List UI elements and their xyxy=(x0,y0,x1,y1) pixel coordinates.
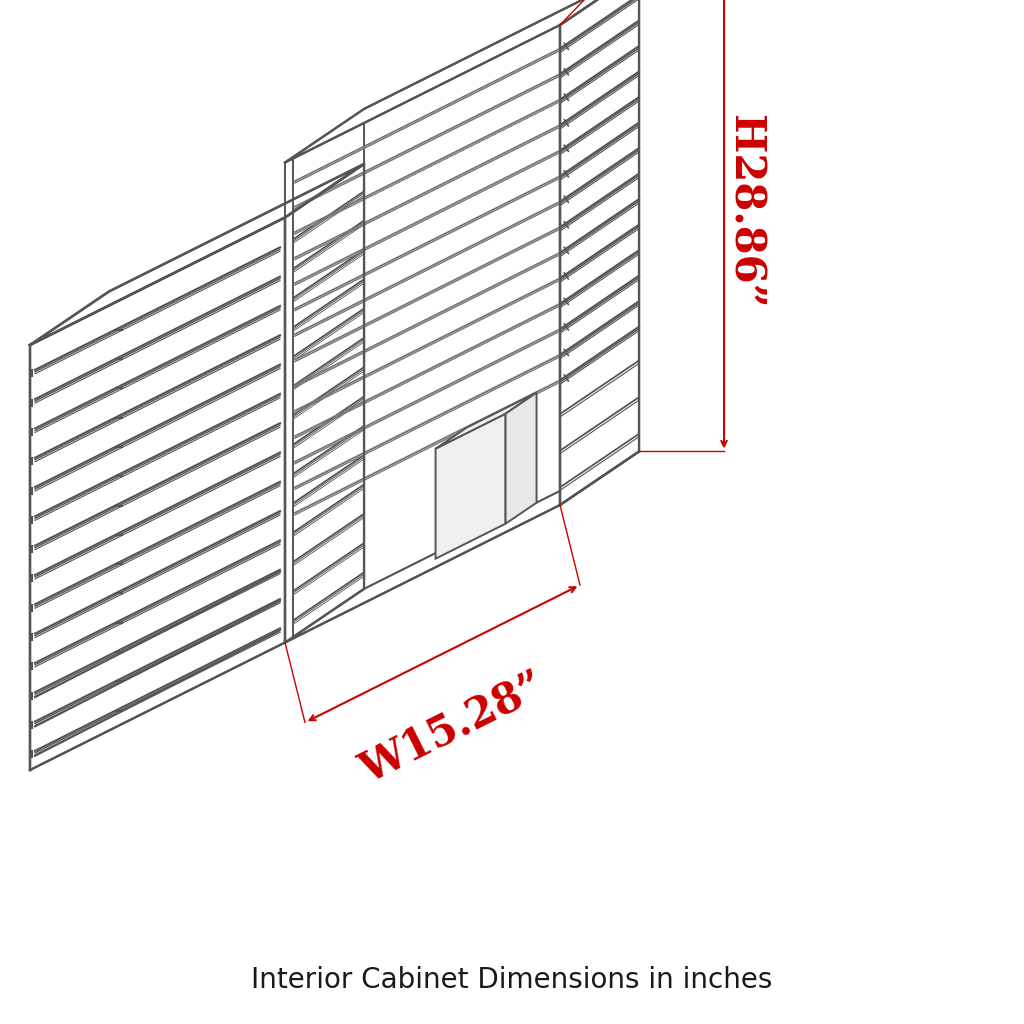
Polygon shape xyxy=(285,164,365,642)
Polygon shape xyxy=(30,164,365,345)
Polygon shape xyxy=(285,452,639,642)
Polygon shape xyxy=(285,159,293,642)
Polygon shape xyxy=(365,0,639,589)
Text: W15.28”: W15.28” xyxy=(353,664,552,792)
Text: H28.86”: H28.86” xyxy=(723,115,765,308)
Polygon shape xyxy=(435,414,506,559)
Polygon shape xyxy=(560,0,639,505)
Polygon shape xyxy=(285,0,639,163)
Polygon shape xyxy=(435,392,537,449)
Text: Interior Cabinet Dimensions in inches: Interior Cabinet Dimensions in inches xyxy=(251,966,773,994)
Polygon shape xyxy=(506,392,537,523)
Polygon shape xyxy=(30,217,285,770)
